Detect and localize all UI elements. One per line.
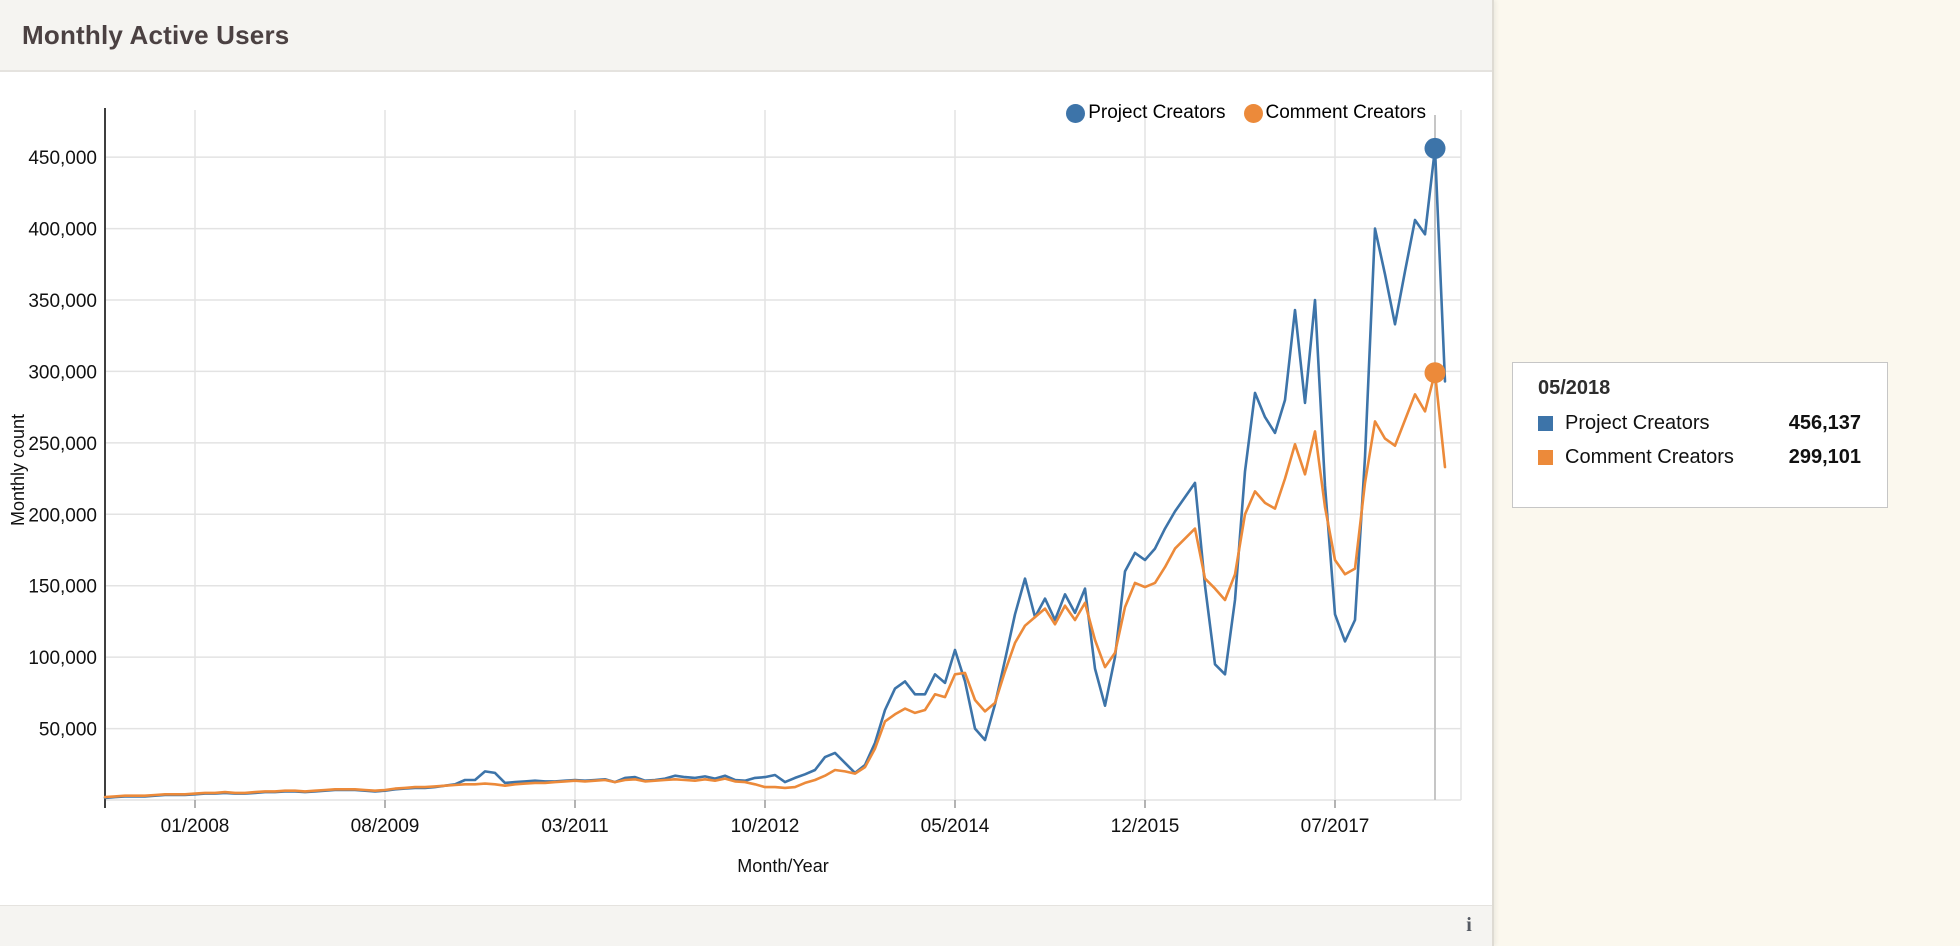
tooltip-swatch-comment-creators xyxy=(1538,450,1553,465)
legend-label: Project Creators xyxy=(1088,102,1226,123)
tooltip-value: 299,101 xyxy=(1788,446,1861,468)
tooltip-value: 456,137 xyxy=(1788,412,1861,434)
chart-card: 50,000 100,000 150,000 200,000 250,000 300,00… xyxy=(0,0,1494,946)
tooltip-swatch-project-creators xyxy=(1538,416,1553,431)
info-icon[interactable]: i xyxy=(1466,914,1472,936)
highlight-marker-project-creators[interactable] xyxy=(1424,137,1446,159)
y-tick-label: 300,000 xyxy=(28,362,97,383)
legend-dot-project-creators xyxy=(1066,103,1086,123)
tooltip-label: Project Creators xyxy=(1565,412,1710,434)
x-tick-label: 03/2011 xyxy=(541,816,608,837)
x-tick-label: 01/2008 xyxy=(161,816,230,837)
tooltip-row-comment-creators: Comment Creators 299,101 xyxy=(1538,446,1861,469)
tooltip-date: 05/2018 xyxy=(1538,377,1611,399)
y-tick-label: 250,000 xyxy=(28,434,97,455)
y-tick-label: 150,000 xyxy=(28,577,97,598)
card-header: Monthly Active Users xyxy=(0,0,1492,72)
series-line-comment-creators[interactable] xyxy=(103,371,1447,799)
line-chart[interactable]: 50,000 100,000 150,000 200,000 250,000 300,00… xyxy=(0,0,1492,946)
series-line-project-creators[interactable] xyxy=(103,147,1447,800)
y-tick-label: 450,000 xyxy=(28,148,97,169)
legend-dot-comment-creators xyxy=(1243,103,1263,123)
x-tick-label: 08/2009 xyxy=(351,816,420,837)
y-tick-label: 400,000 xyxy=(28,220,97,241)
hover-tooltip: 05/2018 Project Creators 456,137 Comment… xyxy=(1512,362,1888,508)
x-tick-label: 12/2015 xyxy=(1111,816,1180,837)
y-tick-label: 50,000 xyxy=(39,720,97,741)
tooltip-label: Comment Creators xyxy=(1565,446,1734,468)
x-tick-label: 10/2012 xyxy=(731,816,800,837)
y-tick-label: 350,000 xyxy=(28,291,97,312)
x-axis-title: Month/Year xyxy=(737,856,828,876)
y-tick-label: 100,000 xyxy=(28,648,97,669)
x-tick-label: 07/2017 xyxy=(1301,816,1370,837)
tooltip-row-project-creators: Project Creators 456,137 xyxy=(1538,412,1861,435)
y-axis-title: Monthly count xyxy=(8,414,28,526)
card-footer: i xyxy=(0,905,1492,946)
page-title: Monthly Active Users xyxy=(22,19,290,50)
legend-item-comment-creators[interactable]: Comment Creators xyxy=(1243,102,1427,124)
legend-item-project-creators[interactable]: Project Creators xyxy=(1066,102,1226,124)
legend-label: Comment Creators xyxy=(1265,102,1427,123)
x-tick-label: 05/2014 xyxy=(921,816,990,837)
y-tick-label: 200,000 xyxy=(28,505,97,526)
chart-legend: Project Creators Comment Creators xyxy=(1066,100,1426,126)
highlight-marker-comment-creators[interactable] xyxy=(1424,362,1446,384)
